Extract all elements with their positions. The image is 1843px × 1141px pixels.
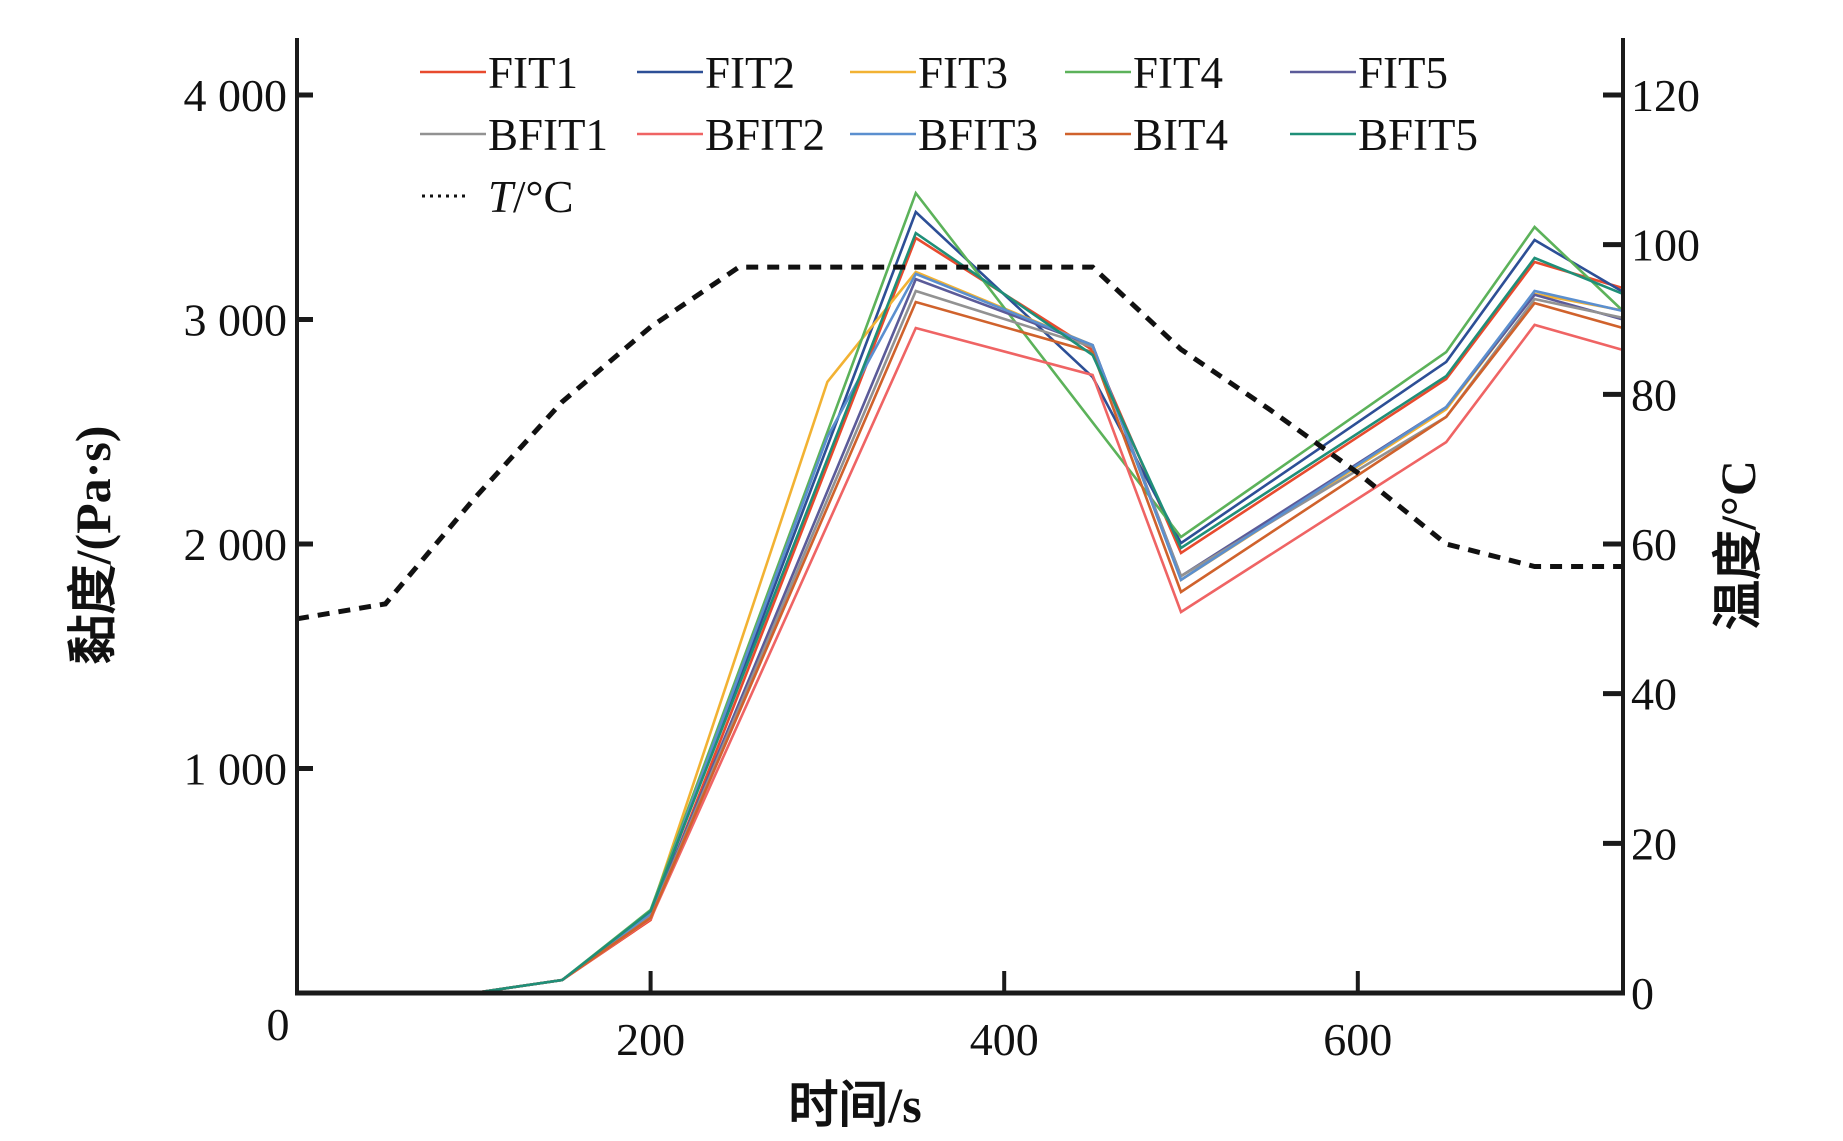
series-line-bfit2 (297, 323, 1624, 995)
y-ticks: 1 000 2 000 3 000 4 000 (184, 70, 313, 795)
legend-item-bfit2: BFIT2 (637, 110, 825, 160)
legend-item-fit2: FIT2 (637, 48, 795, 98)
legend-label: BFIT2 (705, 110, 825, 160)
x-axis-title: 时间/s (788, 1077, 921, 1133)
legend-item-fit3: FIT3 (850, 48, 1008, 98)
legend-item-fit4: FIT4 (1065, 48, 1223, 98)
series-line-bfit5 (297, 231, 1624, 995)
series-line-fit4 (297, 190, 1624, 995)
legend-item-bit4: BIT4 (1065, 110, 1228, 160)
legend-label: FIT4 (1133, 48, 1223, 98)
legend-item-bfit5: BFIT5 (1290, 110, 1478, 160)
y2-tick-label: 80 (1631, 369, 1677, 420)
y2-tick-label: 120 (1631, 70, 1700, 121)
x-tick-label: 200 (616, 1014, 685, 1065)
legend-item-fit1: FIT1 (420, 48, 578, 98)
legend-label: BFIT1 (488, 110, 608, 160)
series-line-bfit1 (297, 289, 1624, 995)
series-line-bfit3 (297, 272, 1624, 995)
y2-ticks: 0 20 40 60 80 100 120 (1603, 70, 1700, 1019)
y-tick-label: 1 000 (184, 744, 288, 795)
temperature-line-group (296, 264, 1623, 622)
legend-label: BIT4 (1133, 110, 1228, 160)
y-tick-label: 4 000 (184, 70, 288, 121)
y2-tick-label: 0 (1631, 968, 1654, 1019)
y2-tick-label: 60 (1631, 519, 1677, 570)
x-origin-label: 0 (267, 999, 290, 1050)
y-tick-label: 2 000 (184, 519, 288, 570)
x-tick-label: 400 (970, 1014, 1039, 1065)
legend-label: FIT1 (488, 48, 578, 98)
x-tick-label: 600 (1323, 1014, 1392, 1065)
y2-tick-label: 20 (1631, 818, 1677, 869)
series-line-bit4 (297, 300, 1624, 995)
series-line-fit1 (297, 236, 1624, 995)
legend-label: FIT3 (918, 48, 1008, 98)
legend-label: T/°C (488, 172, 574, 222)
y2-tick-label: 40 (1631, 669, 1677, 720)
series-line-fit3 (297, 270, 1624, 995)
x-ticks: 200 400 600 (616, 971, 1392, 1065)
legend-item-bfit3: BFIT3 (850, 110, 1038, 160)
legend-item-bfit1: BFIT1 (420, 110, 608, 160)
series-line-fit5 (297, 277, 1624, 995)
y2-axis-title: 温度/°C (1710, 460, 1766, 630)
series-line-fit2 (297, 209, 1624, 995)
legend-label: BFIT5 (1358, 110, 1478, 160)
legend-label: BFIT3 (918, 110, 1038, 160)
plot-lines (297, 190, 1624, 995)
legend-label: FIT2 (705, 48, 795, 98)
legend: FIT1 FIT2 FIT3 FIT4 FIT5 BFIT1 BFIT2 BFIT3 BIT4 B… (420, 48, 1478, 222)
temperature-line (296, 264, 1623, 622)
y-tick-label: 3 000 (184, 295, 288, 346)
legend-item-fit5: FIT5 (1290, 48, 1448, 98)
y2-tick-label: 100 (1631, 220, 1700, 271)
legend-label: FIT5 (1358, 48, 1448, 98)
y-axis-title: 黏度/(Pa·s) (65, 426, 121, 665)
legend-item-temperature: T/°C (422, 172, 574, 222)
